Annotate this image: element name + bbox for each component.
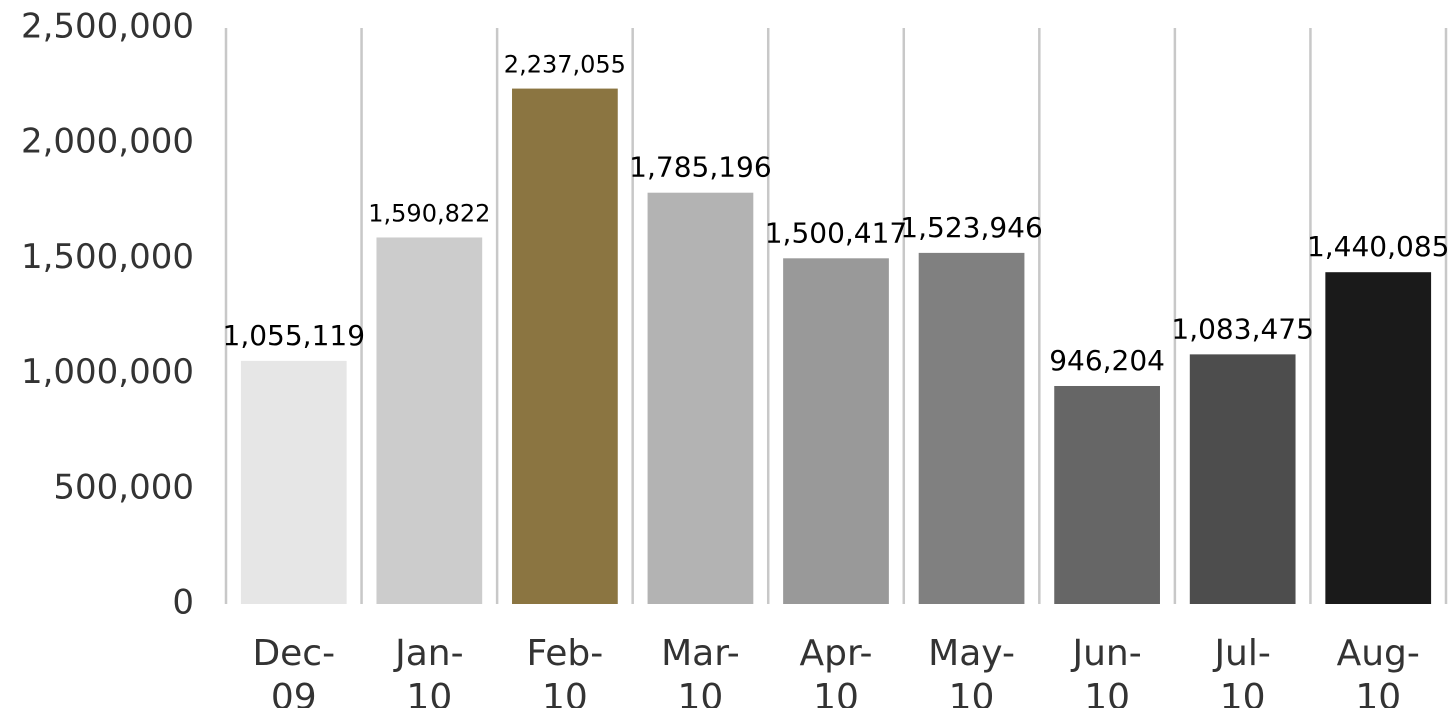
data-label: 1,083,475 — [1171, 312, 1314, 345]
x-tick-label: 10 — [1355, 677, 1401, 708]
x-tick-label: Jan- — [393, 633, 463, 674]
x-tick-label: 09 — [271, 677, 317, 708]
x-tick-label: Jul- — [1212, 633, 1270, 674]
x-tick-label: 10 — [949, 677, 995, 708]
bar — [240, 360, 347, 604]
data-label: 946,204 — [1049, 344, 1165, 377]
x-tick-label: Mar- — [661, 633, 740, 674]
x-tick-label: 10 — [406, 677, 452, 708]
bar — [647, 192, 754, 604]
x-tick-label: 10 — [678, 677, 724, 708]
bar — [512, 88, 618, 605]
x-tick-label: Apr- — [800, 633, 873, 674]
bar — [1189, 354, 1296, 604]
y-tick-label: 2,000,000 — [21, 122, 194, 162]
data-label: 1,440,085 — [1307, 230, 1450, 263]
bar — [1325, 272, 1432, 604]
bar — [783, 258, 889, 604]
grid-layer — [224, 28, 1448, 604]
bar — [918, 252, 1025, 604]
data-label: 1,500,417 — [765, 216, 908, 249]
data-label: 1,590,822 — [368, 199, 490, 227]
x-tick-label: 10 — [813, 677, 859, 708]
x-tick-label: Aug- — [1337, 633, 1420, 674]
y-tick-label: 2,500,000 — [21, 7, 194, 47]
data-label: 2,237,055 — [504, 51, 626, 79]
bar — [1054, 385, 1160, 604]
data-label: 1,785,196 — [629, 151, 772, 184]
x-tick-label: 10 — [542, 677, 588, 708]
x-tick-label: Jun- — [1070, 633, 1141, 674]
x-tick-label: 10 — [1220, 677, 1266, 708]
data-label: 1,055,119 — [223, 319, 366, 352]
x-tick-label: Feb- — [527, 633, 604, 674]
x-tick-label: 10 — [1084, 677, 1130, 708]
y-axis: 0 500,000 1,000,000 1,500,000 2,000,000 2,500… — [21, 7, 194, 623]
data-label: 1,523,946 — [900, 211, 1043, 244]
bar-layer — [240, 88, 1432, 605]
y-tick-label: 500,000 — [53, 467, 194, 507]
x-tick-label: May- — [928, 633, 1015, 674]
y-tick-label: 0 — [172, 583, 194, 623]
y-tick-label: 1,500,000 — [21, 237, 194, 277]
y-tick-label: 1,000,000 — [21, 352, 194, 392]
x-tick-label: Dec- — [252, 633, 335, 674]
bar — [376, 237, 483, 604]
x-axis: Dec-09Jan-10Feb-10Mar-10Apr-10May-10Jun-… — [252, 633, 1420, 713]
label-layer: 1,055,119 1,590,822 2,237,055 1,785,196 1,50… — [223, 51, 1450, 377]
